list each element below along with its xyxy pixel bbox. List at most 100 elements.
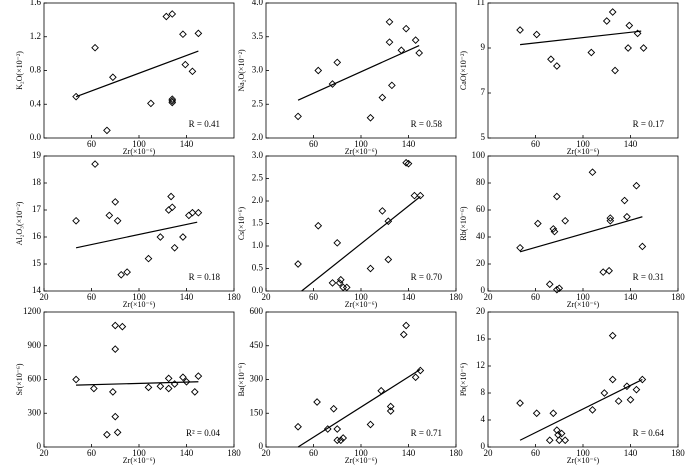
trend-line xyxy=(75,50,199,98)
y-axis-label: CaO(×10⁻²) xyxy=(459,51,468,90)
point xyxy=(113,216,122,225)
trend-line xyxy=(76,381,199,386)
y-tick-label: 8 xyxy=(481,387,486,397)
point xyxy=(170,243,179,252)
point xyxy=(639,44,648,52)
x-tick-label: 180 xyxy=(227,448,241,458)
y-tick-label: 1.5 xyxy=(252,218,264,228)
x-axis-label: Zr(×10⁻⁶) xyxy=(123,300,156,309)
x-tick-label: 140 xyxy=(402,448,416,458)
x-tick-label: 140 xyxy=(180,292,194,302)
x-tick-label: 60 xyxy=(87,139,97,149)
y-tick-label: 1.0 xyxy=(252,240,264,250)
point xyxy=(549,409,558,418)
point xyxy=(181,60,190,69)
trend-line xyxy=(301,196,421,292)
point xyxy=(179,30,187,39)
point xyxy=(550,227,559,236)
point xyxy=(103,430,111,439)
annotation: R = 0.71 xyxy=(411,428,442,438)
panel: 20 60 100 140 180 0 4 8 12 16 20 Zr(×10⁻⁶) Pb(×10⁻⁶)… xyxy=(459,306,685,465)
trend-line xyxy=(519,30,642,46)
point xyxy=(611,66,619,75)
point xyxy=(188,67,197,76)
x-tick-label: 20 xyxy=(484,448,494,458)
panel: 20 60 100 140 180 14 15 16 17 18 19 Zr(×10⁻⁶) Al₂O₃(… xyxy=(15,150,241,309)
x-tick-label: 60 xyxy=(531,448,541,458)
point xyxy=(168,203,177,212)
y-tick-label: 16 xyxy=(32,231,42,241)
point xyxy=(333,425,342,433)
point xyxy=(168,95,177,104)
point xyxy=(561,216,570,225)
x-tick-label: 20 xyxy=(262,448,272,458)
point xyxy=(314,66,323,75)
point xyxy=(388,81,396,90)
y-tick-label: 1.2 xyxy=(30,31,41,41)
y-tick-label: 3.0 xyxy=(252,150,264,160)
y-axis-label: Rb(×10⁻⁶) xyxy=(459,206,468,241)
y-tick-label: 40 xyxy=(476,231,486,241)
x-tick-label: 100 xyxy=(576,139,590,149)
point xyxy=(588,168,597,177)
x-tick-label: 140 xyxy=(624,292,638,302)
panel: 20 60 100 140 180 0.0 0.5 1.0 1.5 2.0 2.5 3.0 Zr(×10… xyxy=(237,150,463,309)
x-tick-label: 140 xyxy=(402,292,416,302)
point xyxy=(366,113,375,122)
annotation: R = 0.31 xyxy=(633,272,664,282)
point xyxy=(294,112,302,121)
y-tick-label: 7 xyxy=(481,87,486,97)
y-tick-label: 20 xyxy=(476,306,486,316)
y-tick-label: 0 xyxy=(259,441,264,451)
y-tick-label: 2.0 xyxy=(252,195,264,205)
x-tick-label: 140 xyxy=(180,448,194,458)
x-tick-label: 100 xyxy=(354,139,368,149)
point xyxy=(545,436,554,445)
x-tick-label: 20 xyxy=(484,292,494,302)
point xyxy=(378,207,387,215)
y-tick-label: 17 xyxy=(32,204,42,214)
trend-line xyxy=(519,216,643,253)
y-tick-label: 9 xyxy=(481,42,486,52)
x-tick-label: 20 xyxy=(40,448,50,458)
point xyxy=(545,280,554,289)
y-tick-label: 1.6 xyxy=(30,0,42,7)
point xyxy=(164,384,173,393)
point xyxy=(415,49,424,57)
y-tick-label: 0 xyxy=(481,441,486,451)
y-axis-label: Ba(×10⁻⁶) xyxy=(237,362,246,396)
point xyxy=(605,266,613,275)
point xyxy=(111,412,120,421)
plot-frame xyxy=(265,155,457,292)
x-tick-label: 180 xyxy=(449,448,463,458)
x-tick-label: 100 xyxy=(132,139,146,149)
point xyxy=(194,372,203,380)
panel: 20 60 100 140 180 0 300 600 900 1200 Zr(×10⁻⁶) Sr(×… xyxy=(15,306,241,465)
point xyxy=(72,216,80,225)
point xyxy=(162,12,171,21)
x-tick-label: 20 xyxy=(40,292,50,302)
x-tick-label: 140 xyxy=(624,448,638,458)
point xyxy=(366,420,375,429)
point xyxy=(111,345,120,353)
point xyxy=(333,239,342,247)
point xyxy=(323,425,332,433)
x-tick-label: 60 xyxy=(531,292,541,302)
point xyxy=(547,55,555,64)
panel: 60 100 140 5 7 9 11 Zr(×10⁻⁶) CaO(×10⁻²) R = 0.17 xyxy=(459,0,679,156)
y-tick-label: 0.8 xyxy=(30,65,42,75)
point xyxy=(386,402,395,411)
point xyxy=(384,255,393,264)
point xyxy=(557,429,566,438)
point xyxy=(404,159,413,168)
point xyxy=(553,192,561,201)
point xyxy=(410,191,419,200)
point xyxy=(516,399,524,407)
point xyxy=(608,375,617,384)
point xyxy=(179,373,187,382)
point xyxy=(111,321,120,330)
trend-line xyxy=(297,368,421,448)
x-tick-label: 180 xyxy=(227,292,241,302)
point xyxy=(339,283,348,292)
